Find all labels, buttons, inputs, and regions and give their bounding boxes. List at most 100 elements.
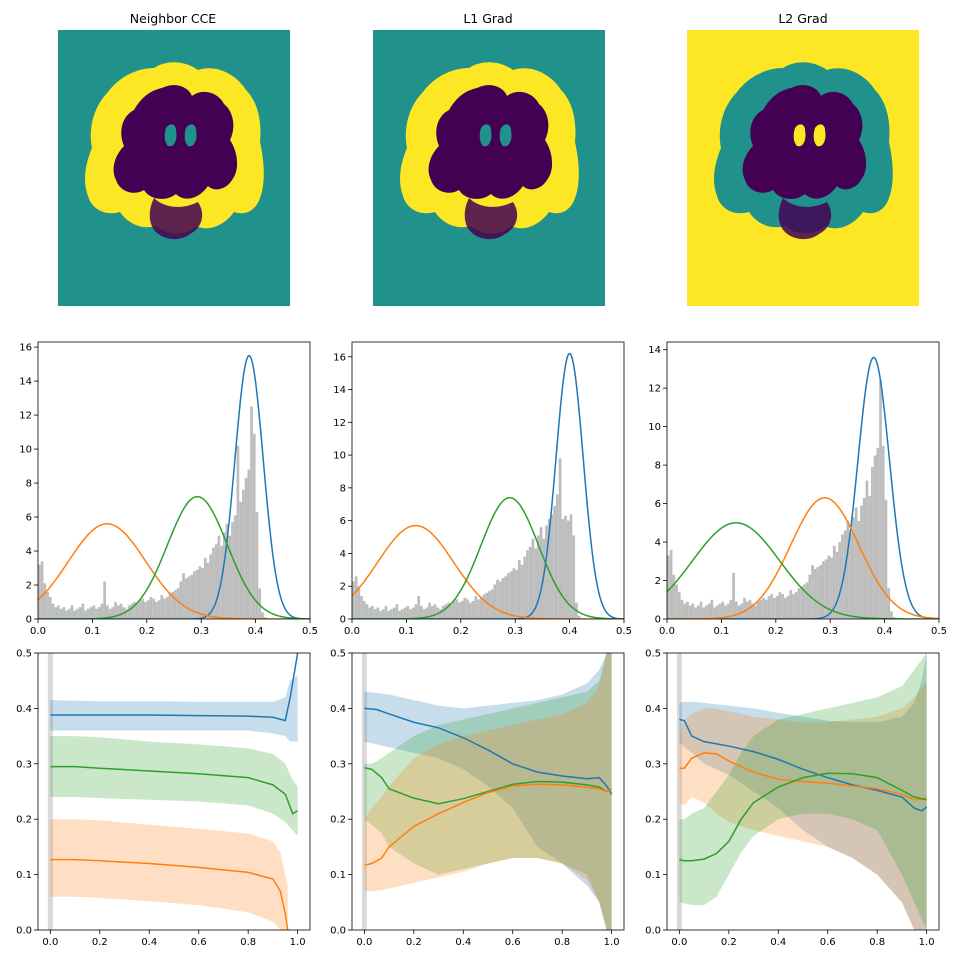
hist-bar	[783, 597, 787, 619]
hist-bar	[261, 612, 264, 619]
y-tick-label: 0.5	[645, 649, 661, 660]
x-tick-label: 0.4	[770, 937, 786, 948]
line-orange	[679, 751, 927, 801]
hist-bar	[409, 609, 412, 619]
hist-bar	[849, 532, 852, 619]
hist-bar	[168, 593, 172, 619]
hist-bar	[577, 615, 581, 619]
band-orange	[50, 819, 288, 930]
band-blue	[50, 675, 298, 742]
gaussian-curve-orange	[667, 497, 939, 619]
hist-bar	[735, 601, 738, 619]
hist-bar	[187, 576, 191, 619]
hist-bar	[879, 380, 882, 619]
line-blue	[679, 718, 928, 812]
hist-bar	[203, 557, 207, 619]
gaussian-curve-blue	[38, 354, 310, 619]
start-marker	[47, 653, 53, 930]
hist-bar	[111, 607, 115, 619]
y-tick-label: 0	[26, 615, 32, 626]
hist-bar	[881, 445, 885, 619]
hist-bar	[490, 589, 494, 619]
y-tick-label: 12	[333, 418, 346, 429]
x-tick-label: 0.3	[193, 626, 209, 637]
hist-bar	[843, 530, 847, 619]
hist-bar	[452, 600, 456, 619]
hist-bar	[179, 581, 183, 619]
x-tick-label: 0.2	[406, 937, 422, 948]
hist-bar	[466, 599, 469, 619]
hist-bar	[686, 601, 689, 619]
y-tick-label: 6	[655, 499, 661, 510]
hist-bar	[263, 617, 267, 619]
hist-bar	[73, 610, 77, 619]
y-tick-label: 8	[655, 461, 661, 472]
hist-bar	[384, 605, 388, 619]
hist-bar	[362, 600, 366, 619]
hist-bar	[702, 607, 706, 619]
y-tick-label: 14	[648, 345, 661, 356]
hist-bar	[841, 534, 844, 619]
x-tick-label: 1.0	[919, 937, 935, 948]
white-matter-region	[428, 85, 553, 199]
hist-bar	[160, 595, 164, 619]
hist-bar	[569, 514, 573, 619]
hist-bar	[675, 584, 678, 619]
line-blue	[364, 707, 613, 795]
hist-bar	[444, 604, 448, 619]
hist-bar	[805, 582, 809, 619]
hist-bar	[832, 545, 836, 619]
hist-bar	[76, 608, 79, 619]
hist-bar	[67, 608, 71, 619]
hist-bar	[455, 599, 459, 619]
y-tick-label: 10	[19, 445, 32, 456]
hist-bar	[258, 588, 262, 619]
hist-bar	[51, 603, 55, 619]
hist-bar	[217, 535, 221, 619]
y-tick-label: 14	[19, 377, 32, 388]
hist-bar	[70, 605, 74, 619]
hist-bar	[171, 591, 174, 619]
hist-bar	[135, 603, 139, 619]
hist-bar	[406, 605, 410, 619]
line-green	[679, 772, 927, 862]
hist-bar	[528, 546, 532, 619]
band-green	[679, 653, 927, 930]
plot-area	[47, 653, 299, 930]
hist-bar	[876, 447, 880, 619]
y-tick-label: 8	[26, 479, 32, 490]
hist-bar	[539, 527, 543, 619]
band-blue	[364, 653, 612, 930]
hist-bar	[558, 458, 562, 619]
x-tick-label: 0.0	[30, 626, 46, 637]
hist-bar	[865, 480, 869, 619]
plot-area	[38, 354, 310, 619]
hist-bar	[244, 477, 248, 619]
hist-bar	[201, 568, 204, 619]
axes-frame	[351, 341, 625, 620]
hist-bar	[517, 559, 521, 619]
hist-bar	[819, 565, 823, 619]
band-orange	[679, 680, 927, 930]
hist-bar	[242, 489, 245, 619]
hist-bar	[411, 607, 415, 619]
hist-bar	[884, 499, 888, 619]
hist-bar	[811, 565, 814, 619]
axes-frame	[37, 652, 311, 931]
hist-bar	[756, 601, 760, 619]
hist-bar	[857, 520, 861, 619]
hist-bar	[550, 514, 554, 619]
hist-bar	[482, 594, 486, 619]
brain-segmentation	[85, 62, 264, 240]
ventricle-region	[793, 124, 826, 147]
hist-bar	[789, 590, 793, 619]
hist-bar	[138, 600, 142, 619]
x-tick-label: 0.4	[248, 626, 264, 637]
hist-bar	[38, 564, 41, 619]
hist-bar	[732, 572, 735, 619]
hist-bar	[564, 515, 567, 619]
start-marker	[361, 653, 367, 930]
x-tick-label: 1.0	[604, 937, 620, 948]
hist-bar	[507, 573, 510, 619]
hist-bar	[683, 603, 687, 619]
